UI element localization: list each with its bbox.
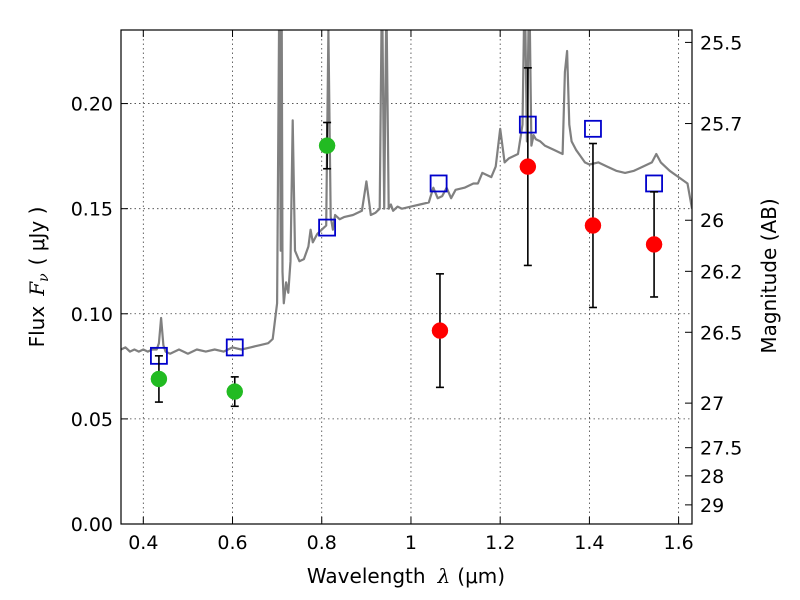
x-tick-label-5: 1.4 [574,532,604,554]
y-axis-unit: ( μJy ) [25,207,49,266]
y-tick-label-0: 0.00 [71,514,113,536]
y-axis: 0.00 0.05 0.10 0.15 0.20 [71,94,128,536]
y2-axis-title: Magnitude (AB) [757,198,781,353]
y2-tick-label-2: 26 [700,210,724,232]
model-photometry-square-2 [318,218,336,237]
y-axis-label: Flux [25,306,49,348]
y2-tick-label-0: 25.5 [700,32,742,54]
data-markers [150,67,663,408]
x-tick-label-4: 1.2 [485,532,515,554]
y-tick-label-3: 0.15 [71,199,113,221]
x-tick-label-3: 1 [405,532,417,554]
y2-tick-label-3: 26.2 [700,261,742,283]
observed_nir-point-3 [645,236,663,253]
y2-tick-label-7: 28 [700,466,724,488]
x-tick-label-0: 0.4 [128,532,158,554]
x-axis-symbol: λ [437,564,451,588]
x-tick-label-6: 1.6 [664,532,694,554]
x-axis-unit: (μm) [457,564,505,588]
y-axis-symbol: F [25,281,49,297]
right-magnitude-axis: 25.5 25.7 26 26.2 26.5 27 27.5 28 29 [685,32,742,517]
observed_optical-point-1 [226,383,244,400]
y-tick-label-4: 0.20 [71,94,113,116]
observed_nir-point-1 [519,158,537,175]
y2-tick-label-1: 25.7 [700,114,742,136]
observed_nir-point-2 [584,217,602,234]
y-tick-label-2: 0.10 [71,304,113,326]
model-photometry-square-3 [429,174,448,193]
y2-tick-label-6: 27.5 [700,438,742,460]
model-spectrum-line [121,30,692,355]
y-tick-label-1: 0.05 [71,409,113,431]
x-axis: 0.4 0.6 0.8 1 1.2 1.4 1.6 [128,30,694,554]
y2-tick-label-4: 26.5 [700,322,742,344]
x-tick-label-1: 0.6 [217,532,247,554]
y-axis-title: Flux Fν ( μJy ) [25,207,52,348]
model-photometry-square-6 [645,174,663,193]
x-tick-label-2: 0.8 [307,532,337,554]
plot-frame [120,29,693,525]
x-axis-title: Wavelength λ (μm) [307,564,505,588]
observed_optical-point-2 [318,137,336,154]
observed_nir-point-0 [431,322,449,339]
model-photometry-square-5 [584,119,602,138]
y2-tick-label-8: 29 [700,495,724,517]
x-axis-label: Wavelength [307,564,426,588]
grid [121,30,692,524]
observed_optical-point-0 [150,370,168,388]
y2-tick-label-5: 27 [700,393,724,415]
y-axis-subscript: ν [36,273,52,282]
model-photometry-square-1 [225,338,244,357]
